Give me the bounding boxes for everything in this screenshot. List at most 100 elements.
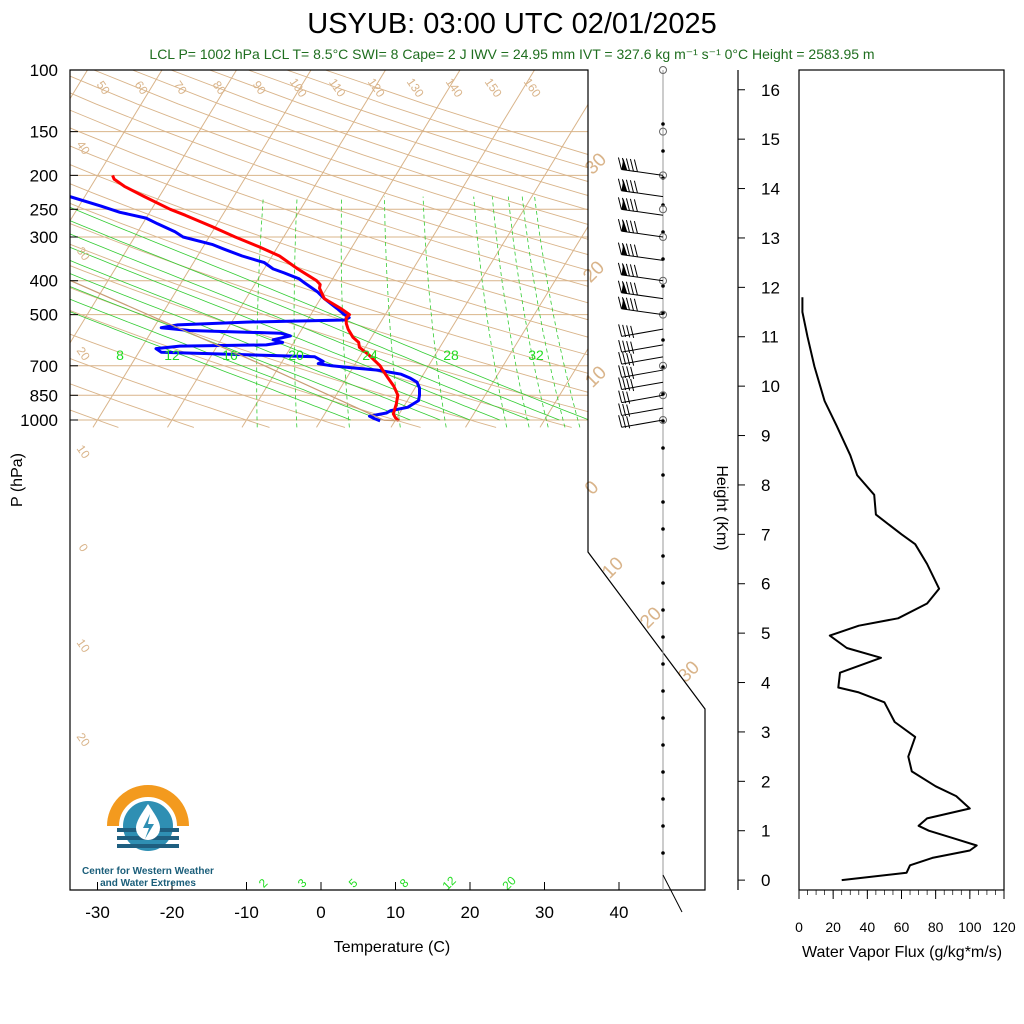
mixing-ratio-line bbox=[422, 196, 447, 428]
calm-wind-circle bbox=[659, 361, 667, 370]
mixing-ratio-label: 28 bbox=[443, 347, 459, 363]
isotherm-line bbox=[614, 70, 705, 428]
pressure-axis-label: P (hPa) bbox=[9, 453, 26, 507]
flux-tick-label: 60 bbox=[894, 919, 910, 935]
mixing-ratio-line bbox=[340, 196, 350, 428]
wind-barb bbox=[617, 178, 664, 198]
height-tick-label: 0 bbox=[761, 871, 770, 890]
dry-adiabat-line bbox=[93, 70, 705, 428]
calm-wind-circle bbox=[659, 391, 667, 400]
dry-adiabat-line bbox=[70, 70, 270, 428]
isotherm-line bbox=[316, 70, 535, 428]
wind-level-dot bbox=[661, 608, 665, 612]
dry-adiabat-label: 10 bbox=[74, 636, 93, 655]
dry-adiabat-line bbox=[70, 70, 346, 428]
calm-wind-circle bbox=[659, 205, 667, 214]
dry-adiabat-label: 10 bbox=[74, 442, 93, 461]
isotherm-line bbox=[539, 70, 705, 428]
mixing-ratio-line bbox=[384, 196, 401, 428]
dry-adiabat-line bbox=[248, 70, 705, 428]
dewpoint-line bbox=[70, 173, 421, 423]
wind-barb bbox=[617, 262, 664, 282]
dry-adiabat-line bbox=[70, 70, 119, 428]
dry-adiabat-line bbox=[70, 70, 705, 428]
wind-barb bbox=[618, 324, 664, 339]
logo-line-2: and Water Extremes bbox=[100, 878, 196, 889]
mixing-ratio-line bbox=[256, 196, 264, 428]
moist-adiabat-line bbox=[70, 189, 530, 421]
pressure-tick-label: 150 bbox=[30, 123, 58, 142]
mixing-ratio-label: 8 bbox=[116, 347, 124, 363]
height-tick-label: 4 bbox=[761, 674, 770, 693]
wind-level-dot bbox=[661, 770, 665, 774]
wind-barb bbox=[617, 280, 664, 300]
height-tick-label: 12 bbox=[761, 278, 780, 297]
moist-adiabat-line bbox=[70, 189, 590, 421]
wind-level-dot bbox=[661, 824, 665, 828]
calm-wind-circle bbox=[659, 66, 667, 74]
wind-barb bbox=[618, 377, 664, 392]
mixing-ratio-label: 5 bbox=[346, 876, 361, 891]
temperature-tick-label: 20 bbox=[461, 903, 480, 922]
height-tick-label: 2 bbox=[761, 772, 770, 791]
parcel-path-line bbox=[70, 70, 399, 422]
temperature-line bbox=[111, 174, 400, 422]
wind-level-dot bbox=[661, 149, 665, 153]
wind-level-dot bbox=[661, 716, 665, 720]
isotherm-line bbox=[70, 70, 237, 428]
wind-level-dot bbox=[661, 581, 665, 585]
cw3e-logo-icon bbox=[107, 785, 189, 851]
dry-adiabat-label: 80 bbox=[210, 78, 229, 97]
dry-adiabat-line bbox=[70, 70, 705, 428]
wind-level-dot bbox=[661, 527, 665, 531]
dry-adiabat-line bbox=[209, 70, 705, 428]
isotherm-label: 30 bbox=[674, 657, 704, 687]
mixing-ratio-line bbox=[473, 196, 508, 428]
wind-level-dot bbox=[661, 311, 665, 315]
wind-barb bbox=[617, 197, 664, 216]
flux-line bbox=[801, 297, 978, 882]
mixing-ratio-label: 2 bbox=[256, 876, 271, 891]
temperature-tick-label: 40 bbox=[610, 903, 629, 922]
mixing-ratio-label: 20 bbox=[288, 347, 304, 363]
flux-tick-label: 40 bbox=[860, 919, 876, 935]
wind-barb bbox=[618, 352, 664, 366]
dry-adiabat-line bbox=[70, 70, 497, 428]
mixing-ratio-label: 16 bbox=[222, 347, 238, 363]
dry-adiabat-label: 120 bbox=[365, 75, 388, 100]
dry-adiabat-line bbox=[70, 70, 421, 428]
wind-level-dot bbox=[661, 284, 665, 288]
logo-caption: Center for Western Weather and Water Ext… bbox=[70, 866, 226, 890]
isotherm-label: 0 bbox=[581, 477, 603, 499]
dry-adiabat-line bbox=[70, 70, 648, 428]
isotherm-label: 20 bbox=[579, 257, 609, 287]
dry-adiabat-label: 70 bbox=[171, 78, 190, 97]
pressure-tick-label: 850 bbox=[30, 386, 58, 405]
wind-level-dot bbox=[661, 338, 665, 342]
height-tick-label: 5 bbox=[761, 624, 770, 643]
height-tick-label: 7 bbox=[761, 525, 770, 544]
dry-adiabat-label: 90 bbox=[250, 78, 269, 97]
dry-adiabat-label: 110 bbox=[326, 76, 349, 100]
isotherm-line bbox=[70, 70, 163, 428]
dry-adiabat-label: 20 bbox=[74, 730, 93, 749]
skew-t-frame bbox=[69, 69, 706, 891]
chart-title: USYUB: 03:00 UTC 02/01/2025 bbox=[307, 8, 717, 40]
temperature-tick-label: -20 bbox=[160, 903, 185, 922]
isotherm-line bbox=[92, 70, 312, 428]
dry-adiabat-line bbox=[70, 70, 195, 428]
wind-barb bbox=[617, 157, 664, 176]
calm-wind-circle bbox=[659, 127, 667, 136]
height-tick-label: 13 bbox=[761, 229, 780, 248]
wind-level-dot bbox=[661, 662, 665, 666]
pressure-tick-label: 250 bbox=[30, 200, 58, 219]
mixing-ratio-line bbox=[534, 196, 581, 428]
mixing-ratio-line bbox=[521, 196, 566, 428]
dry-adiabat-label: 160 bbox=[521, 75, 544, 100]
isotherm-line bbox=[167, 70, 386, 428]
isotherm-label: 20 bbox=[636, 603, 666, 633]
dry-adiabat-line bbox=[325, 70, 705, 428]
temperature-tick-label: -10 bbox=[234, 903, 259, 922]
logo-line-1: Center for Western Weather bbox=[82, 866, 214, 877]
pressure-tick-label: 300 bbox=[30, 228, 58, 247]
